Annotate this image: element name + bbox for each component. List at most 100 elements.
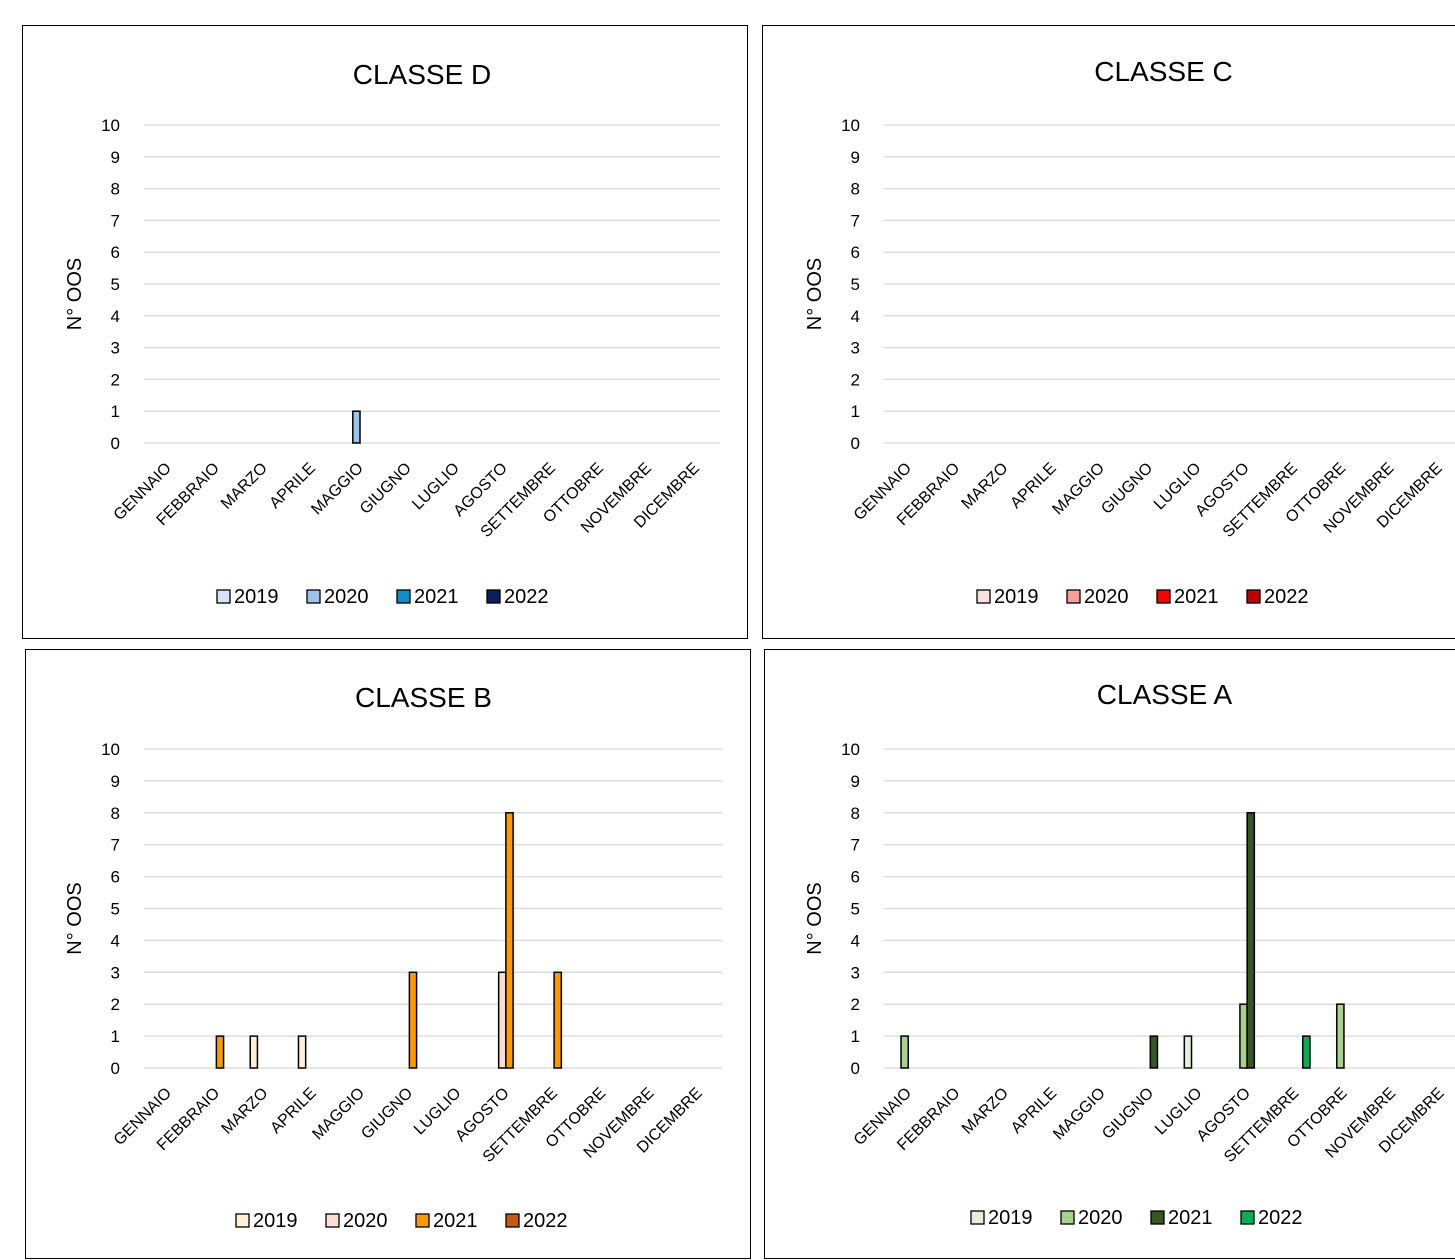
chart-title: CLASSE D — [353, 59, 492, 90]
y-tick-label: 4 — [111, 307, 120, 326]
legend-label: 2019 — [994, 586, 1039, 608]
x-tick-label: GIUGNO — [358, 1085, 416, 1143]
y-tick-label: 5 — [851, 900, 860, 919]
y-tick-label: 10 — [101, 740, 120, 759]
legend-label: 2021 — [433, 1210, 478, 1232]
y-tick-label: 1 — [111, 402, 120, 421]
legend-label: 2019 — [253, 1210, 298, 1232]
legend-label: 2022 — [504, 586, 549, 608]
x-tick-label: GIUGNO — [357, 460, 415, 518]
bar — [1301, 1035, 1311, 1069]
y-tick-label: 9 — [111, 772, 120, 791]
y-tick-label: 7 — [851, 836, 860, 855]
bar — [1239, 1003, 1248, 1069]
legend-swatch — [976, 589, 991, 604]
legend-swatch — [415, 1213, 430, 1228]
chart-title: CLASSE C — [1094, 56, 1233, 87]
legend-swatch — [1150, 1210, 1165, 1225]
bar — [1149, 1035, 1159, 1069]
y-tick-label: 6 — [851, 868, 860, 887]
chart-title: CLASSE B — [355, 682, 492, 713]
y-tick-label: 10 — [841, 116, 860, 135]
y-axis-label: N° OOS — [804, 258, 826, 330]
y-tick-label: 10 — [841, 740, 860, 759]
x-tick-label: MAGGIO — [308, 460, 367, 519]
legend-swatch — [970, 1210, 985, 1225]
bar — [553, 971, 563, 1069]
legend-swatch — [1240, 1210, 1255, 1225]
legend-label: 2020 — [324, 586, 369, 608]
legend-label: 2019 — [988, 1207, 1033, 1229]
legend-label: 2021 — [414, 586, 459, 608]
y-tick-label: 0 — [851, 434, 860, 453]
legend-label: 2019 — [234, 586, 279, 608]
x-tick-label: MAGGIO — [1050, 1085, 1109, 1144]
bar — [1246, 812, 1256, 1069]
x-tick-label: GIUGNO — [1098, 460, 1156, 518]
bar — [297, 1035, 307, 1069]
y-tick-label: 5 — [111, 900, 120, 919]
x-tick-label: MARZO — [219, 1085, 272, 1138]
y-tick-label: 2 — [851, 995, 860, 1014]
y-tick-label: 2 — [851, 370, 860, 389]
chart-panel-classe-c: CLASSE C 0 1 2 3 4 5 6 7 8 9 10 N° OOS GENNAIO FEBBRAI… — [762, 25, 1455, 639]
y-tick-label: 3 — [851, 963, 860, 982]
bar — [1183, 1035, 1193, 1069]
y-tick-label: 7 — [111, 836, 120, 855]
y-tick-label: 3 — [851, 339, 860, 358]
x-tick-label: MARZO — [959, 1085, 1012, 1138]
y-tick-label: 4 — [111, 931, 120, 950]
y-tick-label: 8 — [851, 804, 860, 823]
bar — [352, 410, 361, 444]
bar — [900, 1035, 909, 1069]
legend-swatch — [486, 589, 501, 604]
legend-label: 2021 — [1168, 1207, 1213, 1229]
legend-swatch — [216, 589, 231, 604]
y-tick-label: 9 — [111, 148, 120, 167]
chart-panel-classe-b: CLASSE B 0 1 2 3 4 5 6 7 8 9 10 N° OOS GENNAIO FEBBRAI… — [25, 649, 751, 1259]
x-tick-label: MAGGIO — [1049, 460, 1108, 519]
legend-label: 2022 — [1258, 1207, 1303, 1229]
legend-swatch — [325, 1213, 340, 1228]
bar — [408, 971, 418, 1069]
legend-label: 2020 — [1084, 586, 1129, 608]
legend-swatch — [1246, 589, 1261, 604]
x-tick-label: MAGGIO — [309, 1085, 368, 1144]
legend-swatch — [1060, 1210, 1075, 1225]
y-tick-label: 1 — [111, 1027, 120, 1046]
y-tick-label: 6 — [111, 243, 120, 262]
x-tick-label: MARZO — [959, 460, 1012, 513]
x-tick-label: GIUGNO — [1099, 1085, 1157, 1143]
y-tick-label: 0 — [111, 434, 120, 453]
y-tick-label: 6 — [111, 868, 120, 887]
legend-label: 2022 — [523, 1210, 568, 1232]
y-tick-label: 9 — [851, 772, 860, 791]
bar — [1336, 1003, 1345, 1069]
y-tick-label: 9 — [851, 148, 860, 167]
y-axis-label: N° OOS — [64, 882, 86, 954]
chart-panel-classe-a: CLASSE A 0 1 2 3 4 5 6 7 8 9 10 N° OOS GENNAIO FEBBRAI… — [764, 649, 1455, 1259]
bar — [215, 1035, 225, 1069]
y-tick-label: 3 — [111, 963, 120, 982]
legend-label: 2020 — [343, 1210, 388, 1232]
chart-panel-classe-d: CLASSE D 0 1 2 3 4 5 6 7 8 9 10 N° OOS GENNAIO FEBBRAI… — [22, 25, 748, 639]
y-tick-label: 7 — [111, 211, 120, 230]
y-tick-label: 4 — [851, 931, 860, 950]
x-tick-label: MARZO — [218, 460, 271, 513]
y-tick-label: 8 — [851, 180, 860, 199]
y-tick-label: 1 — [851, 402, 860, 421]
y-tick-label: 1 — [851, 1027, 860, 1046]
y-tick-label: 7 — [851, 211, 860, 230]
legend-swatch — [306, 589, 321, 604]
y-tick-label: 8 — [111, 804, 120, 823]
bar — [249, 1035, 259, 1069]
y-tick-label: 2 — [111, 370, 120, 389]
legend-label: 2022 — [1264, 586, 1309, 608]
y-tick-label: 2 — [111, 995, 120, 1014]
legend-label: 2020 — [1078, 1207, 1123, 1229]
legend-swatch — [235, 1213, 250, 1228]
y-tick-label: 10 — [101, 116, 120, 135]
